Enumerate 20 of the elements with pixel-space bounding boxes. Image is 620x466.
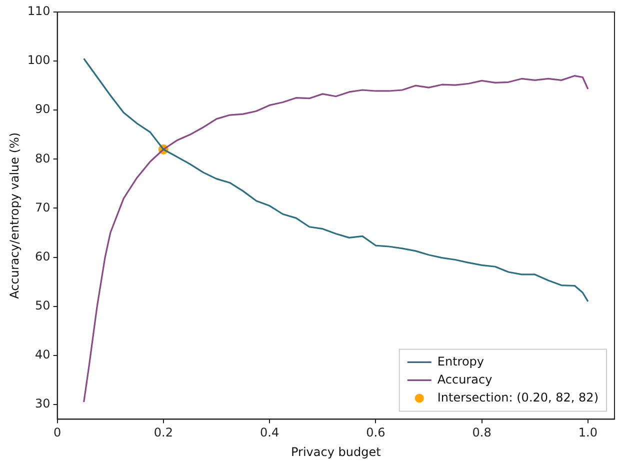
legend-label: Intersection: (0.20, 82, 82) xyxy=(437,390,599,404)
x-tick-label: 1.0 xyxy=(578,426,598,440)
x-tick-label: 0.4 xyxy=(260,426,280,440)
x-tick-label: 0.6 xyxy=(366,426,386,440)
x-tick-label: 0.8 xyxy=(472,426,492,440)
x-tick-label: 0.2 xyxy=(154,426,173,440)
y-tick-label: 40 xyxy=(35,348,50,362)
x-tick-label: 0 xyxy=(53,426,62,440)
y-tick-label: 30 xyxy=(35,396,50,411)
y-tick-label: 50 xyxy=(35,298,50,312)
x-axis-title: Privacy budget xyxy=(290,444,382,459)
y-tick-label: 70 xyxy=(35,200,50,214)
y-tick-label: 110 xyxy=(27,4,50,18)
legend-label: Accuracy xyxy=(437,372,492,386)
legend-label: Entropy xyxy=(437,354,484,368)
y-tick-label: 90 xyxy=(35,102,50,116)
y-tick-label: 100 xyxy=(27,53,50,68)
y-tick-label: 60 xyxy=(35,249,50,264)
y-tick-label: 80 xyxy=(35,151,50,166)
y-axis-title: Accuracy/entropy value (%) xyxy=(7,132,22,299)
